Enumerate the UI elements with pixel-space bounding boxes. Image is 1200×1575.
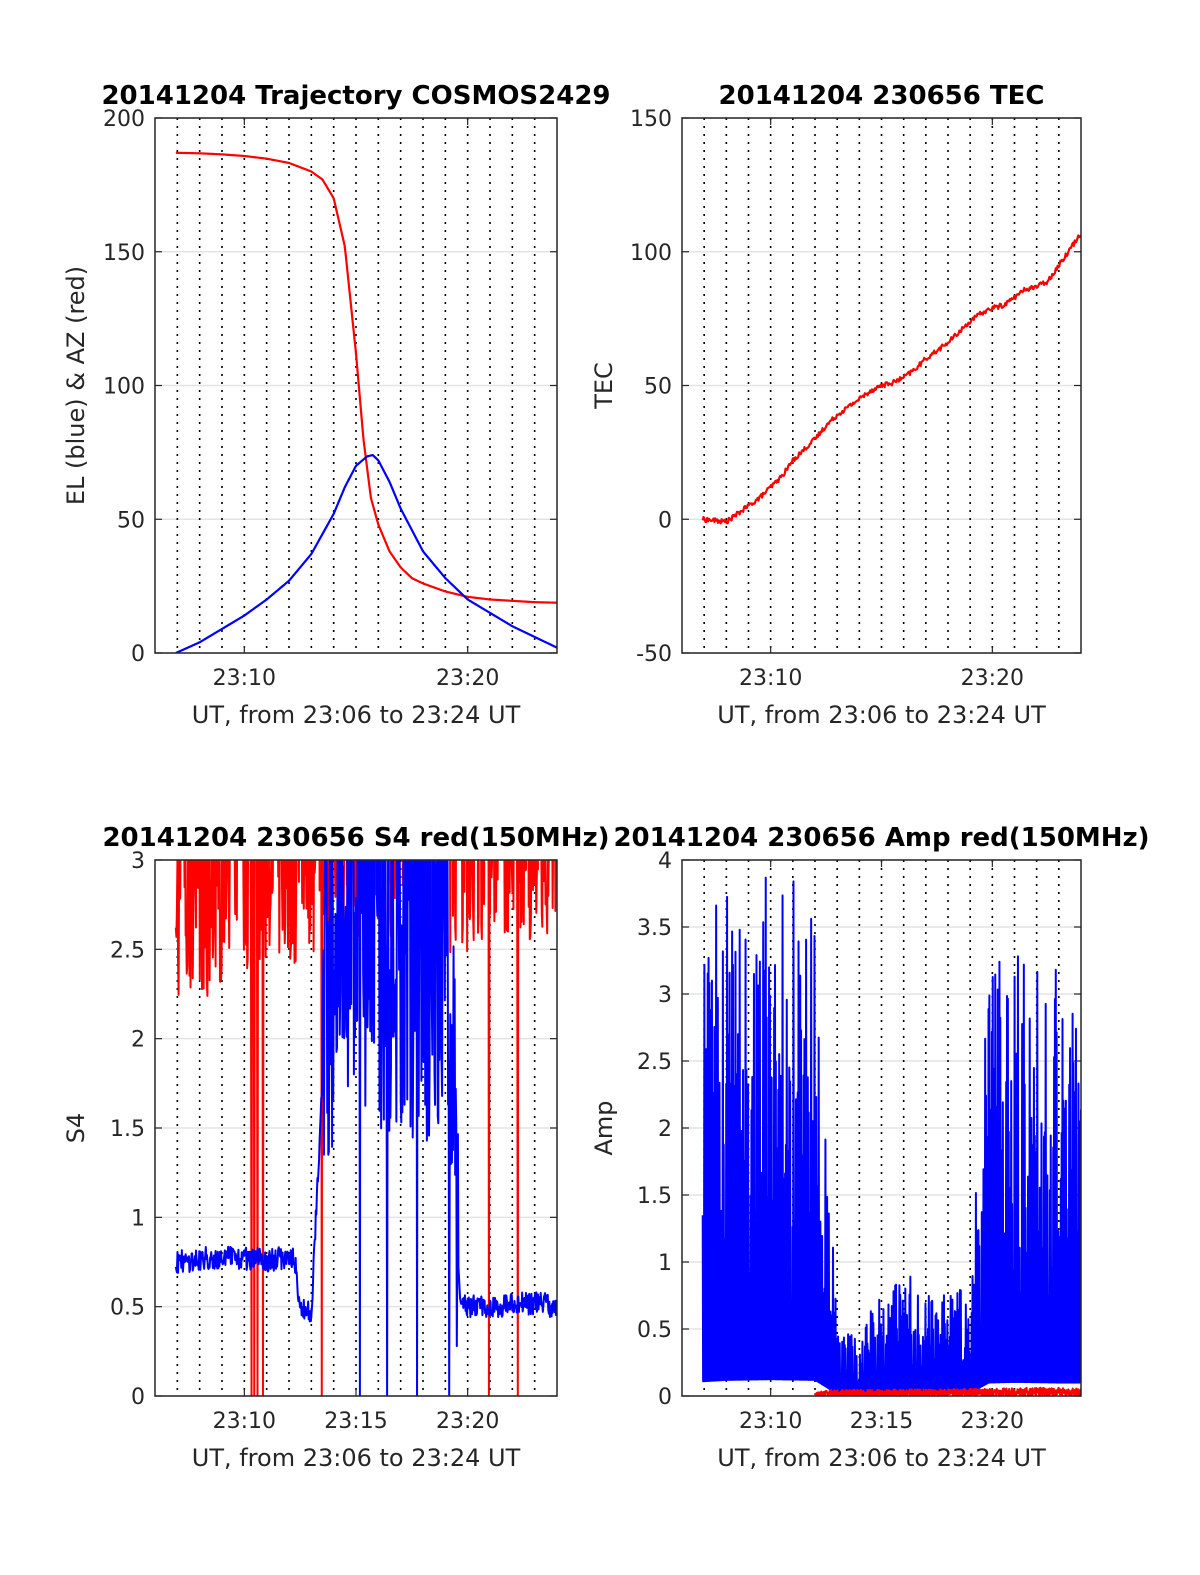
chart-title: 20141204 230656 TEC xyxy=(719,81,1045,111)
axes-frame xyxy=(154,117,558,654)
y-tick-label: 0.5 xyxy=(110,1296,145,1321)
axes-frame xyxy=(681,117,1082,654)
y-axis-label: TEC xyxy=(590,362,618,410)
y-tick-label: 150 xyxy=(630,107,672,132)
x-tick-label: 23:20 xyxy=(961,666,1024,691)
y-tick-label: 0 xyxy=(658,508,672,533)
x-tick-label: 23:10 xyxy=(213,666,276,691)
y-tick-label: 100 xyxy=(103,375,145,400)
y-tick-label: 0.5 xyxy=(637,1318,672,1343)
x-axis-label: UT, from 23:06 to 23:24 UT xyxy=(192,701,521,729)
y-tick-label: -50 xyxy=(636,642,672,667)
y-tick-label: 1.5 xyxy=(110,1117,145,1142)
x-tick-label: 23:15 xyxy=(324,1409,387,1434)
chart-panel-4: 0 0.5 1 1.5 2 2.5 3 3.5 4 23:10 23:15 23:20 20141204… xyxy=(590,823,1150,1472)
axes-frame xyxy=(154,859,558,1397)
y-tick-label: 4 xyxy=(658,849,672,874)
series-line-1 xyxy=(701,234,1081,525)
chart-panel-3: 0 0.5 1 1.5 2 2.5 3 23:10 23:15 23:20 20141204 230… xyxy=(62,823,610,1472)
series-line-1 xyxy=(701,876,1081,1395)
y-tick-label: 2 xyxy=(658,1117,672,1142)
y-axis-label: Amp xyxy=(590,1100,618,1155)
y-tick-label: 50 xyxy=(644,375,672,400)
y-tick-label: 2.5 xyxy=(637,1050,672,1075)
x-axis-label: UT, from 23:06 to 23:24 UT xyxy=(717,701,1046,729)
y-tick-label: 200 xyxy=(103,107,145,132)
series-line-2 xyxy=(814,1386,1081,1396)
y-axis-label: EL (blue) & AZ (red) xyxy=(62,266,90,505)
series-line-2 xyxy=(175,453,557,653)
chart-title: 20141204 230656 Amp red(150MHz) xyxy=(613,823,1149,853)
x-tick-label: 23:15 xyxy=(850,1409,913,1434)
y-axis-label: S4 xyxy=(62,1113,90,1144)
series-line-1 xyxy=(175,151,557,604)
y-tick-label: 3 xyxy=(131,849,145,874)
chart-title: 20141204 230656 S4 red(150MHz) xyxy=(102,823,609,853)
y-tick-label: 50 xyxy=(117,508,145,533)
x-axis-label: UT, from 23:06 to 23:24 UT xyxy=(192,1444,521,1472)
chart-title: 20141204 Trajectory COSMOS2429 xyxy=(101,81,610,111)
x-tick-label: 23:10 xyxy=(739,1409,802,1434)
x-axis-label: UT, from 23:06 to 23:24 UT xyxy=(717,1444,1046,1472)
chart-panel-2: -50 0 50 100 150 23:10 23:20 20141204 230656 TE… xyxy=(590,81,1082,729)
y-tick-label: 3 xyxy=(658,983,672,1008)
y-tick-label: 150 xyxy=(103,241,145,266)
x-tick-label: 23:20 xyxy=(961,1409,1024,1434)
y-tick-label: 0 xyxy=(131,1385,145,1410)
x-tick-label: 23:20 xyxy=(436,666,499,691)
y-tick-label: 3.5 xyxy=(637,916,672,941)
x-tick-label: 23:10 xyxy=(213,1409,276,1434)
series-line-2 xyxy=(174,860,557,1396)
y-tick-label: 2.5 xyxy=(110,938,145,963)
y-tick-label: 1 xyxy=(131,1206,145,1231)
y-tick-label: 1.5 xyxy=(637,1184,672,1209)
x-tick-label: 23:20 xyxy=(436,1409,499,1434)
x-tick-label: 23:10 xyxy=(739,666,802,691)
y-tick-label: 0 xyxy=(658,1385,672,1410)
axes-frame xyxy=(681,859,1082,1397)
y-tick-label: 100 xyxy=(630,241,672,266)
y-tick-label: 1 xyxy=(658,1251,672,1276)
y-tick-label: 2 xyxy=(131,1028,145,1053)
y-tick-label: 0 xyxy=(131,642,145,667)
chart-panel-1: 0 50 100 150 200 23:10 23:20 20141204 Trajector… xyxy=(62,81,611,729)
